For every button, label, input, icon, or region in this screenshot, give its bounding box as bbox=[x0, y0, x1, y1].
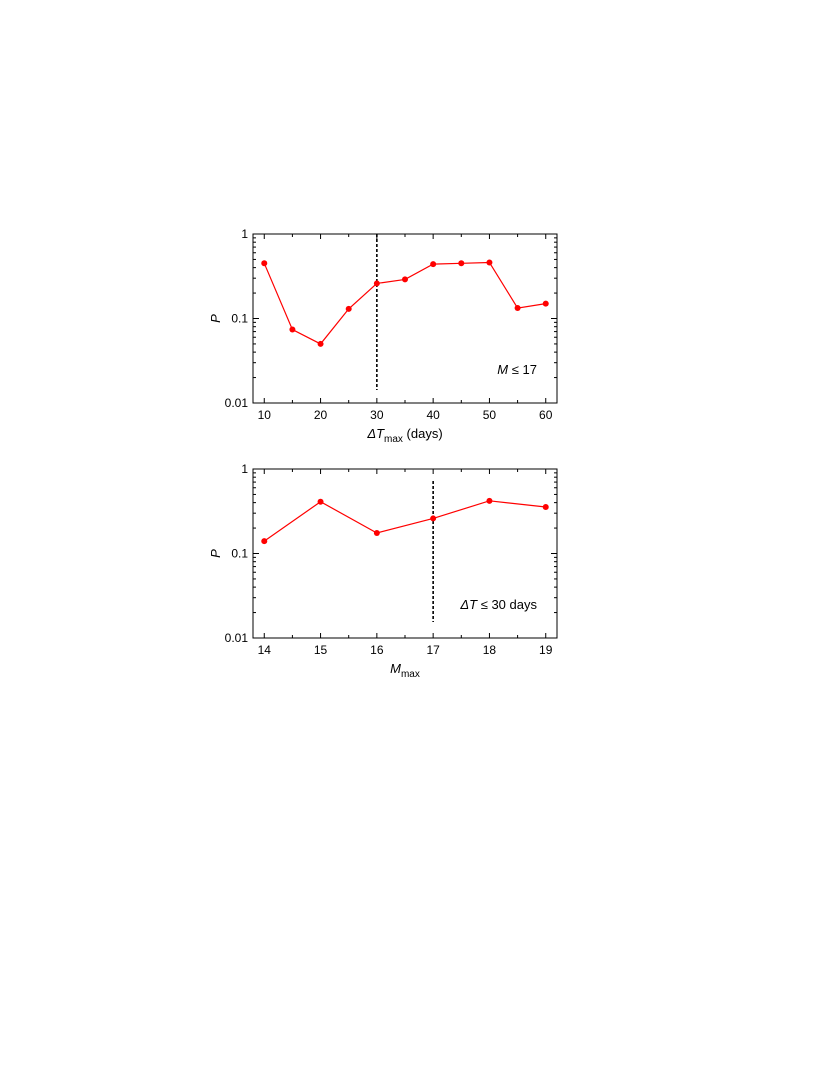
panel-bottom: 14 15 16 17 18 19 0.01 0.1 1 P Mmax ΔT ≤ 30 days bbox=[208, 462, 558, 680]
y-tick-label: 0.01 bbox=[225, 396, 249, 410]
y-tick-label: 1 bbox=[241, 227, 248, 241]
data-point bbox=[317, 340, 324, 347]
x-axis-label-subscript: max bbox=[384, 434, 403, 445]
annotation-symbol: M bbox=[497, 362, 508, 377]
x-axis-label-suffix: (days) bbox=[403, 426, 443, 441]
panel-annotation: ΔT ≤ 30 days bbox=[459, 597, 537, 612]
data-point bbox=[542, 300, 549, 307]
x-tick-label: 30 bbox=[370, 408, 384, 422]
data-point bbox=[486, 497, 493, 504]
y-axis-label: P bbox=[208, 314, 223, 323]
data-point bbox=[514, 305, 521, 312]
x-tick-label: 14 bbox=[258, 643, 272, 657]
data-point bbox=[486, 259, 493, 266]
y-axis-label: P bbox=[208, 549, 223, 558]
series-line bbox=[263, 500, 546, 542]
y-tick-label: 0.1 bbox=[231, 547, 248, 561]
x-tick-label: 15 bbox=[314, 643, 328, 657]
x-tick-label: 18 bbox=[483, 643, 497, 657]
x-tick-label: 40 bbox=[426, 408, 440, 422]
y-tick-label: 0.1 bbox=[231, 312, 248, 326]
x-tick-label: 60 bbox=[539, 408, 553, 422]
x-axis-label-symbol: M bbox=[390, 661, 401, 676]
annotation-relation: ≤ bbox=[512, 362, 519, 377]
x-axis-label: ΔTmax (days) bbox=[366, 426, 442, 445]
series-line bbox=[263, 261, 546, 345]
x-tick-label: 50 bbox=[483, 408, 497, 422]
data-point bbox=[261, 538, 268, 545]
x-tick-label: 19 bbox=[539, 643, 553, 657]
x-axis-label-symbol: ΔT bbox=[366, 426, 385, 441]
data-point bbox=[289, 326, 296, 333]
x-tick-label: 17 bbox=[426, 643, 440, 657]
data-point bbox=[542, 504, 549, 511]
data-point bbox=[402, 276, 408, 283]
x-tick-label: 10 bbox=[258, 408, 272, 422]
data-point bbox=[261, 260, 268, 267]
panel-annotation: M ≤ 17 bbox=[497, 362, 537, 377]
panel-top: 10 20 30 40 50 60 0.01 0.1 1 P ΔTmax (days) M ≤ 17 bbox=[208, 227, 558, 445]
annotation-symbol: ΔT bbox=[459, 597, 478, 612]
data-point bbox=[430, 261, 437, 268]
y-tick-label: 1 bbox=[241, 462, 248, 476]
x-axis-label: Mmax bbox=[390, 661, 420, 680]
annotation-value: 30 days bbox=[491, 597, 537, 612]
plot-frame bbox=[252, 468, 558, 639]
data-point bbox=[345, 305, 352, 312]
x-tick-label: 20 bbox=[314, 408, 328, 422]
x-tick-label: 16 bbox=[370, 643, 384, 657]
y-tick-label: 0.01 bbox=[225, 631, 249, 645]
data-point bbox=[430, 515, 437, 522]
data-point bbox=[458, 260, 465, 267]
plot-frame bbox=[252, 233, 558, 404]
data-point bbox=[373, 529, 380, 536]
x-axis-label-subscript: max bbox=[401, 669, 420, 680]
annotation-relation: ≤ bbox=[481, 597, 488, 612]
data-point bbox=[317, 498, 324, 505]
annotation-value: 17 bbox=[523, 362, 537, 377]
data-point bbox=[373, 280, 380, 287]
